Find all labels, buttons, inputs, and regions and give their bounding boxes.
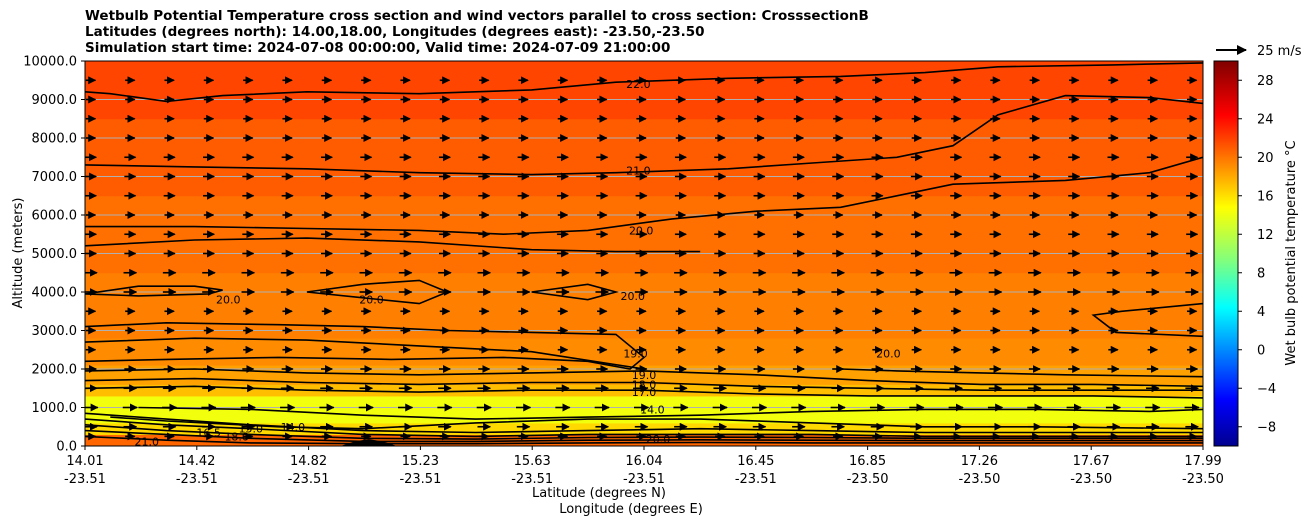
y-tick-label-8: 8000.0: [32, 132, 78, 147]
y-tick-label-4: 4000.0: [32, 286, 78, 301]
colorbar-label: Wet bulb potential temperature °C: [1284, 140, 1299, 365]
wind-key: 25 m/s: [1216, 44, 1302, 59]
contour-label-20: 21.0: [135, 435, 160, 448]
colorbar-tick-label-2: 0: [1257, 343, 1265, 358]
y-axis-ticks: 0.0 1000.0 2000.0 3000.0 4000.0 5000.0 6000.0 7…: [23, 55, 85, 455]
x-tick-label-lat-8: 17.26: [961, 454, 998, 469]
x-tick-label-lat-0: 14.01: [66, 454, 103, 469]
colorbar-ticks: −8 −4 0 4 8 12 16 20 24 28: [1238, 74, 1276, 435]
y-tick-label-5: 5000.0: [32, 247, 78, 262]
y-tick-label-1: 1000.0: [32, 401, 78, 416]
chart-title-line-1: Wetbulb Potential Temperature cross sect…: [85, 8, 869, 24]
contour-label-13: 17.0: [632, 386, 657, 399]
x-tick-label-lat-6: 16.45: [737, 454, 774, 469]
contour-label-5: 20.0: [359, 294, 384, 307]
colorbar-tick-label-9: 28: [1257, 74, 1274, 89]
contour-line-6: [531, 283, 619, 301]
x-tick-label-lon-3: -23.51: [399, 472, 441, 487]
x-tick-label-lat-5: 16.04: [625, 454, 662, 469]
contour-line-10: [85, 337, 645, 370]
wind-key-label: 25 m/s: [1257, 44, 1302, 59]
contour-line-18: [85, 424, 1203, 440]
contour-label-2: 20.0: [629, 224, 654, 237]
colorbar-tick-label-0: −8: [1257, 420, 1276, 435]
x-axis-ticks: 14.01 -23.51 14.42 -23.51 14.82 -23.51 15.23 -2…: [64, 446, 1224, 487]
y-tick-label-9: 9000.0: [32, 93, 78, 108]
colorbar-tick-label-3: 4: [1257, 305, 1265, 320]
colorbar-tick-label-7: 20: [1257, 151, 1274, 166]
x-axis-label-lat: Latitude (degrees N): [532, 486, 666, 501]
x-tick-label-lat-9: 17.67: [1073, 454, 1110, 469]
x-tick-label-lon-8: -23.50: [958, 472, 1000, 487]
x-tick-label-lon-9: -23.50: [1070, 472, 1112, 487]
contour-lines: [85, 62, 1203, 445]
x-axis-label-lon: Longitude (degrees E): [559, 502, 703, 517]
contour-label-17: 16.5: [196, 427, 221, 440]
y-tick-label-0: 0.0: [56, 440, 77, 455]
x-tick-label-lat-7: 16.85: [849, 454, 886, 469]
x-tick-label-lon-7: -23.50: [847, 472, 889, 487]
contour-label-19: 20.0: [646, 433, 671, 446]
contour-line-1: [85, 94, 1203, 176]
y-tick-label-2: 2000.0: [32, 363, 78, 378]
x-tick-label-lon-2: -23.51: [288, 472, 330, 487]
y-tick-label-6: 6000.0: [32, 209, 78, 224]
x-tick-label-lat-10: 17.99: [1184, 454, 1221, 469]
contour-line-17: [85, 418, 1203, 438]
x-tick-label-lat-3: 15.23: [402, 454, 439, 469]
contour-line-20: [85, 435, 1203, 445]
contour-label-6: 20.0: [621, 290, 646, 303]
contour-line-7: [1091, 302, 1203, 338]
y-tick-label-7: 7000.0: [32, 170, 78, 185]
colorbar: −8 −4 0 4 8 12 16 20 24 28 Wet bulb potential tem…: [1213, 60, 1299, 447]
y-axis-label: Altitude (meters): [11, 198, 26, 309]
contour-line-9: [85, 321, 646, 370]
chart-title-line-3: Simulation start time: 2024-07-08 00:00:…: [85, 40, 671, 56]
y-tick-label-3: 3000.0: [32, 324, 78, 339]
contour-line-4: [85, 285, 223, 297]
x-tick-label-lon-4: -23.51: [511, 472, 553, 487]
chart-title: Wetbulb Potential Temperature cross sect…: [85, 8, 869, 56]
chart-title-line-2: Latitudes (degrees north): 14.00,18.00, …: [85, 24, 705, 40]
x-tick-label-lon-6: -23.51: [735, 472, 777, 487]
x-tick-label-lat-1: 14.42: [178, 454, 215, 469]
contour-line-0: [85, 62, 1203, 103]
contour-line-2: [85, 156, 1203, 236]
x-tick-label-lon-5: -23.51: [623, 472, 665, 487]
x-tick-label-lon-0: -23.51: [64, 472, 106, 487]
colorbar-tick-label-8: 24: [1257, 112, 1274, 127]
contour-label-18: 18.0: [224, 430, 249, 443]
contour-line-19: [85, 429, 1203, 443]
contour-label-11: 19.0: [632, 369, 657, 382]
contour-label-4: 20.0: [216, 294, 241, 307]
wind-vectors: [85, 76, 1200, 441]
colorbar-tick-label-1: −4: [1257, 382, 1276, 397]
x-tick-label-lon-1: -23.51: [176, 472, 218, 487]
colorbar-tick-label-6: 16: [1257, 189, 1274, 204]
contour-line-16: [85, 412, 1203, 434]
colorbar-gradient: [1213, 60, 1239, 447]
contour-line-12: [85, 377, 1203, 392]
contour-label-14: 14.0: [640, 403, 665, 416]
colorbar-tick-label-4: 8: [1257, 266, 1265, 281]
x-tick-label-lat-4: 15.63: [514, 454, 551, 469]
field-band-6: [85, 272, 1203, 339]
contour-line-3: [85, 237, 701, 253]
y-tick-label-10: 10000.0: [23, 55, 77, 70]
colorbar-tick-label-5: 12: [1257, 228, 1274, 243]
x-tick-label-lat-2: 14.82: [290, 454, 327, 469]
x-tick-label-lon-10: -23.50: [1182, 472, 1224, 487]
